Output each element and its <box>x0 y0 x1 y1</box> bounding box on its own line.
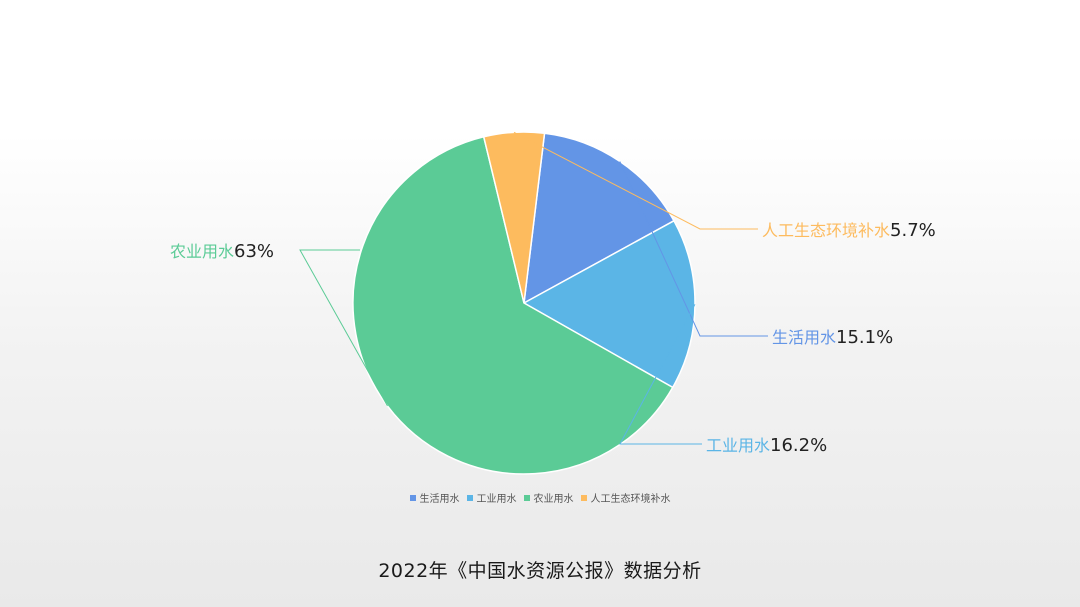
slice-label-3: 人工生态环境补水5.7% <box>762 220 936 241</box>
leader-lines <box>299 131 768 445</box>
legend-label-2: 农业用水 <box>533 494 574 505</box>
legend-swatch-1 <box>466 494 473 501</box>
slice-label-name-0: 生活用水 <box>772 328 836 347</box>
slice-label-name-3: 人工生态环境补水 <box>762 221 890 240</box>
legend-item-3: 人工生态环境补水 <box>580 490 671 505</box>
leader-line-3 <box>513 131 758 230</box>
leader-line-1 <box>619 304 702 445</box>
legend-swatch-3 <box>580 494 587 501</box>
legend-item-1: 工业用水 <box>466 490 517 505</box>
slice-label-value-2: 63% <box>234 241 274 262</box>
slice-label-name-2: 农业用水 <box>170 242 234 261</box>
leader-line-0 <box>619 161 768 337</box>
slice-label-value-0: 15.1% <box>836 327 893 348</box>
pie-slices <box>352 131 696 475</box>
legend-swatch-2 <box>523 494 530 501</box>
slice-label-name-1: 工业用水 <box>706 436 770 455</box>
pie-slice-3 <box>482 131 546 304</box>
leader-line-2 <box>299 249 388 407</box>
legend-label-1: 工业用水 <box>476 494 517 505</box>
slice-label-value-3: 5.7% <box>890 220 936 241</box>
legend-item-0: 生活用水 <box>409 490 460 505</box>
legend-label-3: 人工生态环境补水 <box>590 494 671 505</box>
slice-label-0: 生活用水15.1% <box>772 327 893 348</box>
legend-label-0: 生活用水 <box>419 494 460 505</box>
legend-swatch-0 <box>409 494 416 501</box>
legend: 生活用水 工业用水 农业用水 人工生态环境补水 <box>0 490 1080 505</box>
chart-caption: 2022年《中国水资源公报》数据分析 <box>378 560 702 582</box>
slice-labels: 生活用水15.1% 工业用水16.2% 农业用水63% 人工生态环境补水5.7% <box>170 220 936 456</box>
slice-label-value-1: 16.2% <box>770 435 827 456</box>
legend-item-2: 农业用水 <box>523 490 574 505</box>
slice-label-2: 农业用水63% <box>170 241 274 262</box>
pie-slice-1 <box>522 219 696 389</box>
slice-label-1: 工业用水16.2% <box>706 435 827 456</box>
